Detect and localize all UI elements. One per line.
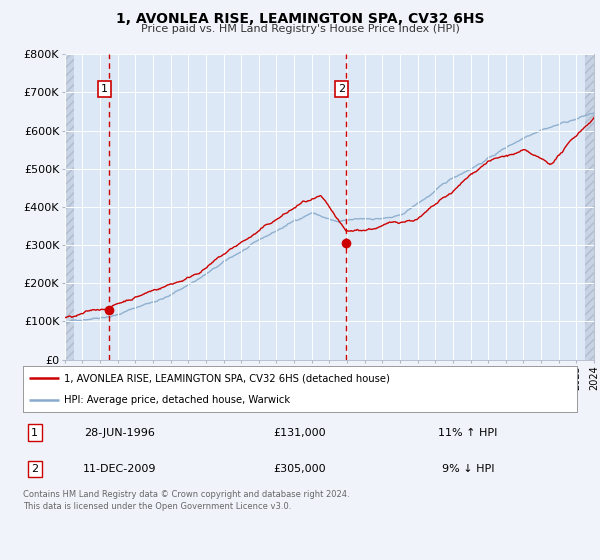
Text: 1: 1 [101,83,108,94]
Text: £131,000: £131,000 [274,428,326,437]
Text: 1, AVONLEA RISE, LEAMINGTON SPA, CV32 6HS (detached house): 1, AVONLEA RISE, LEAMINGTON SPA, CV32 6H… [64,373,390,383]
Text: £305,000: £305,000 [274,464,326,474]
Text: 28-JUN-1996: 28-JUN-1996 [85,428,155,437]
Text: HPI: Average price, detached house, Warwick: HPI: Average price, detached house, Warw… [64,395,290,405]
Text: 11% ↑ HPI: 11% ↑ HPI [439,428,497,437]
Text: 1: 1 [31,428,38,437]
Text: 2: 2 [31,464,38,474]
Text: 11-DEC-2009: 11-DEC-2009 [83,464,157,474]
Text: 2: 2 [338,83,345,94]
Bar [65,54,74,360]
Text: 1, AVONLEA RISE, LEAMINGTON SPA, CV32 6HS: 1, AVONLEA RISE, LEAMINGTON SPA, CV32 6H… [116,12,484,26]
Text: 9% ↓ HPI: 9% ↓ HPI [442,464,494,474]
Text: Price paid vs. HM Land Registry's House Price Index (HPI): Price paid vs. HM Land Registry's House … [140,24,460,34]
Bar [585,54,594,360]
Text: Contains HM Land Registry data © Crown copyright and database right 2024.
This d: Contains HM Land Registry data © Crown c… [23,490,349,511]
